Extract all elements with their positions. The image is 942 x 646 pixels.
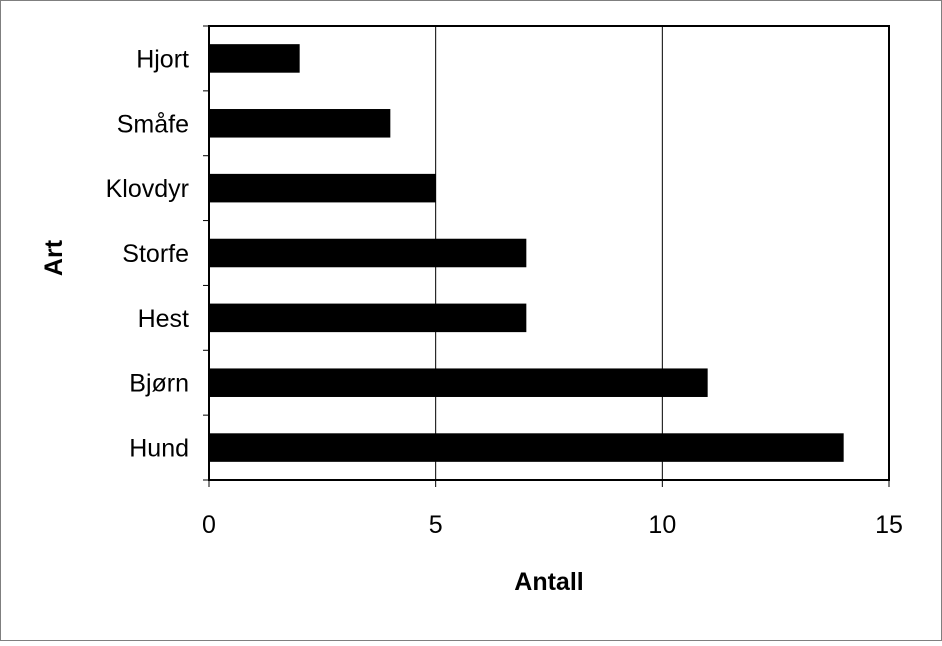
bars [209,44,844,462]
x-tick-label: 0 [202,511,216,539]
x-axis-title: Antall [514,568,583,596]
y-axis-tick-labels: Hjort Småfe Klovdyr Storfe Hest Bjørn Hund [106,45,189,462]
y-tick-label: Klovdyr [106,175,189,203]
x-tick-label: 15 [875,511,903,539]
y-tick-label: Hjort [136,45,189,73]
plot-area-border [208,25,890,481]
y-tick-label: Storfe [122,240,189,268]
y-tick-label: Hund [129,435,189,463]
axis-ticks [203,25,890,487]
bar-bjørn [209,368,708,397]
bar-hjort [209,44,300,73]
y-tick-label: Hest [138,305,189,333]
x-tick-label: 5 [429,511,443,539]
y-axis-title: Art [40,239,68,276]
bar-hund [209,433,844,462]
bar-småfe [209,109,391,138]
y-tick-label: Småfe [117,110,189,138]
y-tick-label: Bjørn [129,370,189,398]
x-tick-label: 10 [648,511,676,539]
bar-storfe [209,238,527,268]
bar-hest [209,303,527,333]
bar-klovdyr [209,173,436,203]
x-axis-tick-labels: 0 5 10 15 [202,511,903,539]
